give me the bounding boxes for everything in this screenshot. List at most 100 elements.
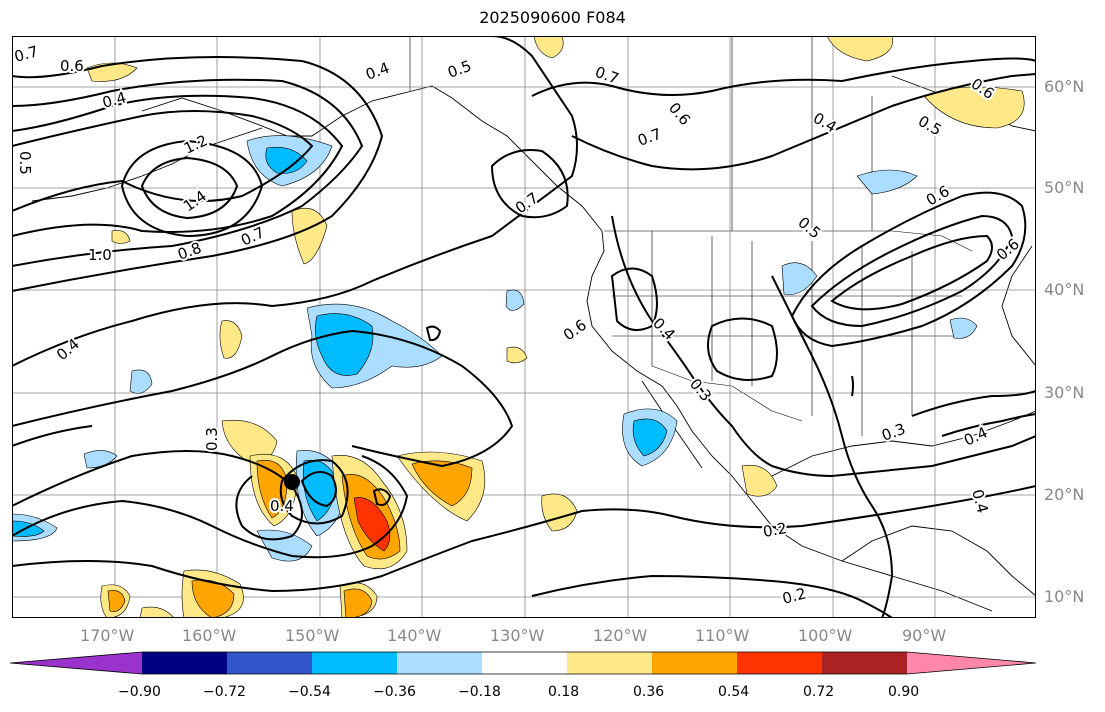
shade-blob-negative bbox=[632, 418, 668, 457]
shade-blob-positive bbox=[291, 207, 328, 265]
colorbar-extend-low bbox=[10, 652, 142, 674]
contour-line bbox=[12, 450, 303, 541]
shade-blob-negative bbox=[83, 450, 118, 469]
contour-label: 0.8 bbox=[175, 239, 204, 264]
colorbar bbox=[10, 651, 1037, 675]
colorbar-label: 0.72 bbox=[803, 684, 835, 700]
contour-label: 0.7 bbox=[238, 223, 267, 249]
shade-blob-positive bbox=[741, 464, 778, 497]
shade-blob-positive bbox=[139, 606, 175, 618]
colorbar-label: −0.72 bbox=[203, 684, 246, 700]
contour-line bbox=[911, 390, 1036, 417]
contour-line bbox=[12, 78, 364, 267]
shade-blob-positive bbox=[826, 36, 894, 62]
shade-blob-negative bbox=[265, 147, 308, 174]
contour-line bbox=[12, 329, 514, 468]
contour-line bbox=[425, 325, 442, 342]
us-mexico-border bbox=[651, 365, 803, 422]
contour-label: 0.5 bbox=[16, 151, 34, 175]
contour-label: 0.2 bbox=[780, 584, 808, 608]
lon-label: 90°W bbox=[902, 626, 947, 645]
shade-blob-negative bbox=[315, 313, 374, 376]
contour-line bbox=[12, 36, 578, 367]
canada-us-border bbox=[604, 230, 973, 252]
lon-label: 150°W bbox=[285, 626, 340, 645]
contour-label: 0.6 bbox=[60, 57, 84, 75]
colorbar-label: −0.36 bbox=[373, 684, 416, 700]
contour-line bbox=[531, 57, 1036, 97]
colorbar-segment bbox=[652, 652, 737, 674]
contour-line bbox=[140, 156, 239, 220]
lon-label: 170°W bbox=[80, 626, 135, 645]
contour-line bbox=[12, 56, 384, 292]
contour-label: 0.4 bbox=[649, 314, 679, 344]
contour-line bbox=[771, 275, 894, 618]
colorbar-segment bbox=[227, 652, 312, 674]
aleutian-chain bbox=[31, 127, 263, 202]
lon-label: 160°W bbox=[182, 626, 237, 645]
lat-label: 40°N bbox=[1044, 280, 1085, 299]
shaded-field bbox=[12, 36, 1025, 618]
contour-label: 0.5 bbox=[915, 112, 945, 140]
west-coast bbox=[586, 250, 993, 612]
contour-label: 0.6 bbox=[560, 316, 590, 344]
contour-label: 0.2 bbox=[762, 519, 789, 541]
contour-line bbox=[610, 267, 658, 331]
contour-label: 0.4 bbox=[968, 487, 992, 515]
contour-line bbox=[851, 375, 854, 397]
contour-label: 0.6 bbox=[665, 99, 694, 129]
contour-line bbox=[707, 317, 778, 381]
lon-label: 130°W bbox=[490, 626, 545, 645]
contour-label: 0.4 bbox=[363, 59, 392, 84]
shade-blob-negative bbox=[129, 369, 153, 394]
forecast-map: 0.7 0.6 0.4 0.5 0.7 0.6 0.7 0.4 0.6 0.5 … bbox=[12, 36, 1036, 618]
contour-line bbox=[12, 425, 93, 447]
shade-blob-positive bbox=[533, 36, 564, 59]
shade-blob-positive bbox=[107, 590, 126, 612]
contour-line bbox=[611, 215, 1036, 478]
colorbar-label: 0.90 bbox=[888, 684, 920, 700]
colorbar-segment bbox=[482, 652, 567, 674]
contour-label: 0.4 bbox=[53, 335, 83, 364]
shade-blob-positive bbox=[111, 230, 131, 244]
shade-blob-positive bbox=[923, 86, 1025, 129]
canada-provinces bbox=[731, 36, 873, 231]
colorbar-extend-high bbox=[907, 652, 1036, 674]
graticule bbox=[12, 36, 1036, 618]
lat-label: 30°N bbox=[1044, 383, 1085, 402]
contour-label: 0.3 bbox=[879, 420, 908, 445]
colorbar-label: 0.36 bbox=[633, 684, 665, 700]
cyclone-center-marker bbox=[284, 474, 300, 490]
contour-label: 0.7 bbox=[12, 42, 40, 66]
contour-line bbox=[12, 94, 344, 237]
contour-line bbox=[120, 139, 264, 238]
colorbar-label: −0.54 bbox=[288, 684, 331, 700]
shade-blob-negative bbox=[781, 262, 818, 295]
lon-label: 110°W bbox=[695, 626, 750, 645]
contour-label: 1.4 bbox=[180, 187, 210, 215]
contour-label: 0.4 bbox=[961, 423, 990, 449]
colorbar-segment bbox=[312, 652, 397, 674]
colorbar-segment bbox=[142, 652, 227, 674]
shade-blob-positive bbox=[219, 320, 243, 359]
colorbar-label: −0.18 bbox=[458, 684, 501, 700]
shade-blob-positive bbox=[541, 493, 578, 532]
shade-blob-positive bbox=[506, 346, 528, 364]
shade-blob-positive bbox=[353, 497, 391, 552]
contour-label: 0.3 bbox=[203, 427, 221, 451]
contour-line bbox=[279, 459, 349, 525]
contour-line bbox=[300, 471, 337, 508]
contour-label: 0.6 bbox=[923, 182, 953, 210]
contour-label: 0.6 bbox=[993, 235, 1023, 264]
contour-line bbox=[12, 485, 1036, 593]
contour-line bbox=[830, 234, 993, 311]
contour-line bbox=[12, 455, 409, 559]
contour-line bbox=[531, 574, 893, 618]
contour-label: 0.4 bbox=[810, 109, 840, 137]
colorbar-label: 0.54 bbox=[718, 684, 750, 700]
colorbar-label: −0.90 bbox=[118, 684, 161, 700]
contour-line bbox=[372, 488, 392, 506]
lon-label: 140°W bbox=[387, 626, 442, 645]
lon-label: 120°W bbox=[593, 626, 648, 645]
shade-blob-negative bbox=[505, 289, 525, 311]
